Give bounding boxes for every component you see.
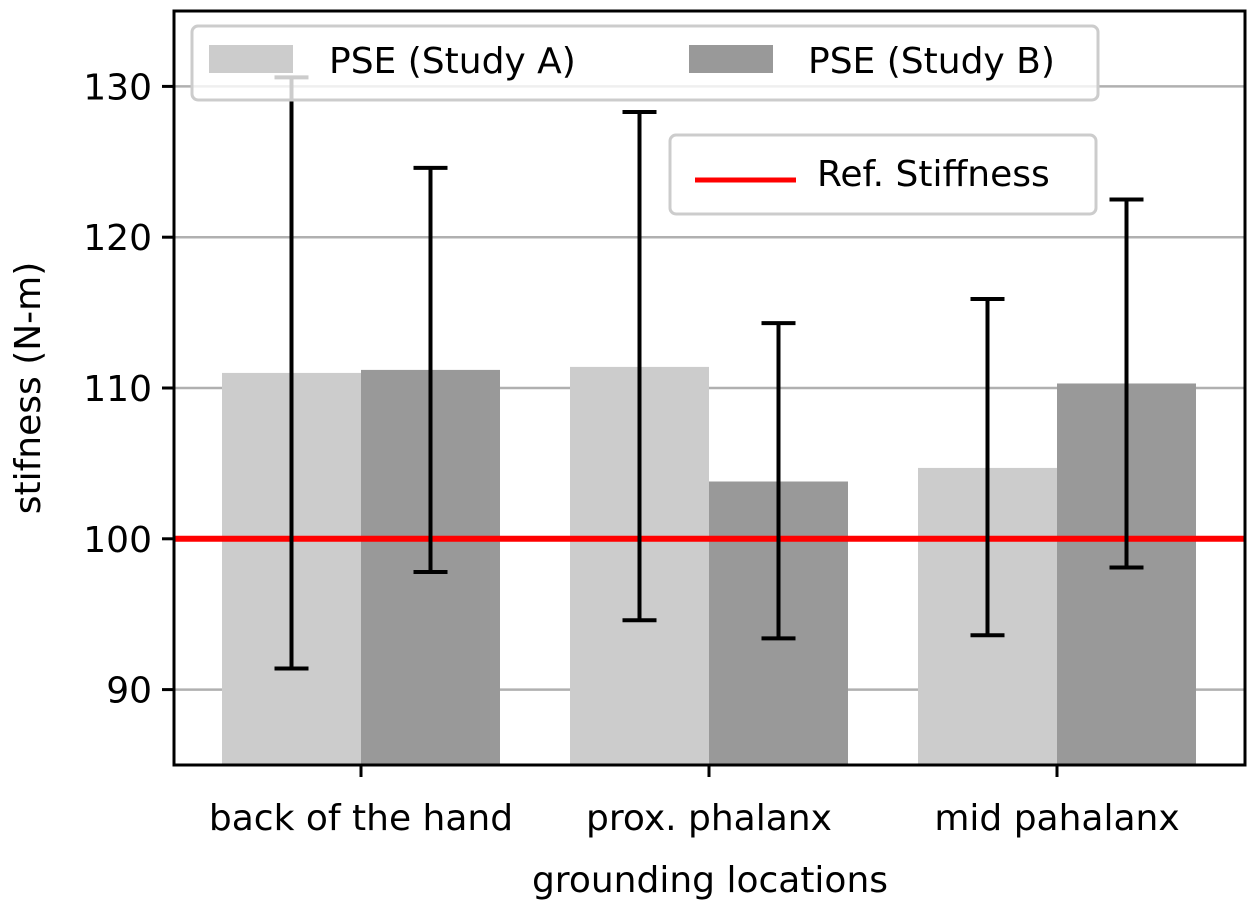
- x-axis-title: grounding locations: [532, 860, 888, 901]
- x-tick-label: mid pahalanx: [934, 798, 1179, 839]
- legend-swatch-study-b: [689, 45, 773, 73]
- y-tick-label: 90: [106, 671, 152, 712]
- x-axis-ticks: back of the hand prox. phalanx mid pahalan…: [209, 765, 1180, 839]
- series-legend: PSE (Study A) PSE (Study B): [190, 24, 1100, 102]
- bars: [222, 366, 1196, 765]
- reference-legend: Ref. Stiffness: [668, 133, 1098, 216]
- reference-legend-box: [668, 133, 1098, 216]
- legend-label-study-b: PSE (Study B): [808, 41, 1055, 82]
- x-tick-label: back of the hand: [209, 798, 513, 839]
- legend-label-reference: Ref. Stiffness: [817, 154, 1050, 195]
- error-bars: [274, 75, 1144, 671]
- y-tick-label: 120: [83, 218, 152, 259]
- series-legend-box: [190, 24, 1100, 102]
- legend-swatch-study-a: [209, 45, 293, 73]
- y-axis-title: stifness (N-m): [8, 262, 49, 515]
- legend-label-study-a: PSE (Study A): [329, 41, 576, 82]
- y-axis-ticks: 90 100 110 120 130: [83, 67, 174, 712]
- y-tick-label: 110: [83, 369, 152, 410]
- y-tick-label: 100: [83, 520, 152, 561]
- x-tick-label: prox. phalanx: [586, 798, 832, 839]
- y-tick-label: 130: [83, 67, 152, 108]
